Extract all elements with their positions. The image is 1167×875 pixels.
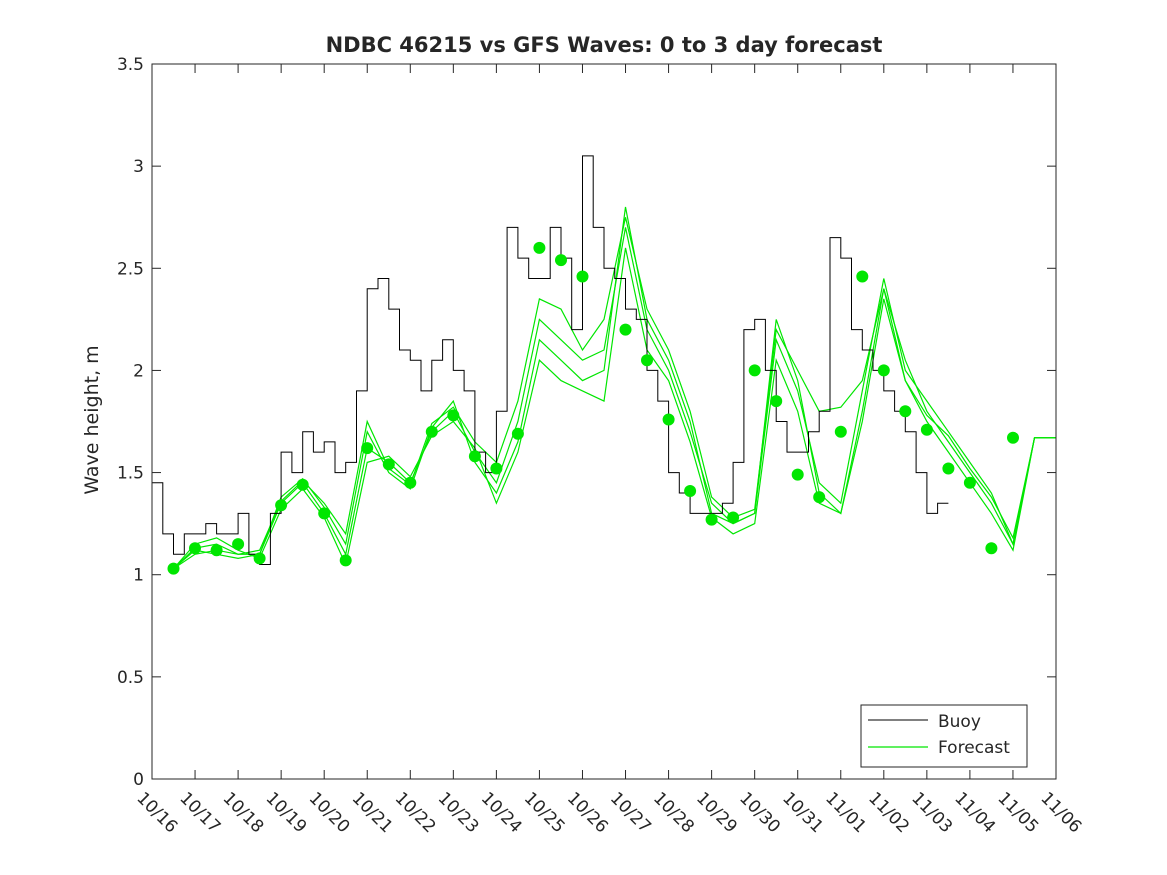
forecast-marker [791,468,804,481]
forecast-marker [232,538,245,551]
forecast-marker [490,462,503,475]
forecast-marker [576,270,589,283]
forecast-marker [533,241,546,254]
chart-title: NDBC 46215 vs GFS Waves: 0 to 3 day fore… [326,33,883,57]
forecast-line-2 [173,206,1056,570]
forecast-marker [210,544,223,557]
forecast-marker [447,409,460,422]
y-tick-label: 3.5 [117,55,144,75]
forecast-marker [748,364,761,377]
buoy-line [152,155,949,565]
legend-buoy-label: Buoy [938,712,981,732]
y-tick-label: 1.5 [117,464,144,484]
y-tick-label: 3 [133,157,144,177]
y-tick-label: 0.5 [117,668,144,688]
forecast-marker [834,425,847,438]
forecast-marker [339,554,352,567]
forecast-marker [942,462,955,475]
forecast-marker [705,513,718,526]
forecast-marker [877,364,890,377]
forecast-marker [404,476,417,489]
forecast-marker [899,405,912,418]
forecast-marker [511,427,524,440]
forecast-marker [920,423,933,436]
y-tick-label: 2.5 [117,259,144,279]
forecast-marker [253,552,266,565]
forecast-marker [275,499,288,512]
y-tick-label: 1 [133,566,144,586]
y-tick-label: 0 [133,770,144,790]
plot-area [152,155,1056,575]
forecast-marker [813,491,826,504]
forecast-marker [189,542,201,555]
forecast-marker [684,485,697,497]
forecast-marker [425,425,438,438]
y-axis-label: Wave height, m [81,345,103,494]
forecast-marker [1007,431,1019,444]
forecast-marker [662,413,675,426]
forecast-marker [296,478,309,491]
forecast-marker [619,323,632,336]
forecast-marker [856,270,869,283]
forecast-marker [555,254,567,267]
forecast-marker [985,542,998,555]
forecast-marker [167,562,180,575]
axes-box [151,63,1057,780]
forecast-marker [468,450,481,463]
legend-forecast-label: Forecast [938,738,1010,758]
forecast-marker [641,354,653,367]
forecast-marker [963,476,976,489]
forecast-marker [361,442,374,455]
legend-box [860,704,1028,768]
forecast-marker [318,507,331,520]
y-tick-label: 2 [133,361,144,381]
forecast-marker [382,458,395,471]
forecast-marker [770,395,783,408]
forecast-marker [727,511,740,524]
legend: Buoy Forecast [860,704,1028,768]
